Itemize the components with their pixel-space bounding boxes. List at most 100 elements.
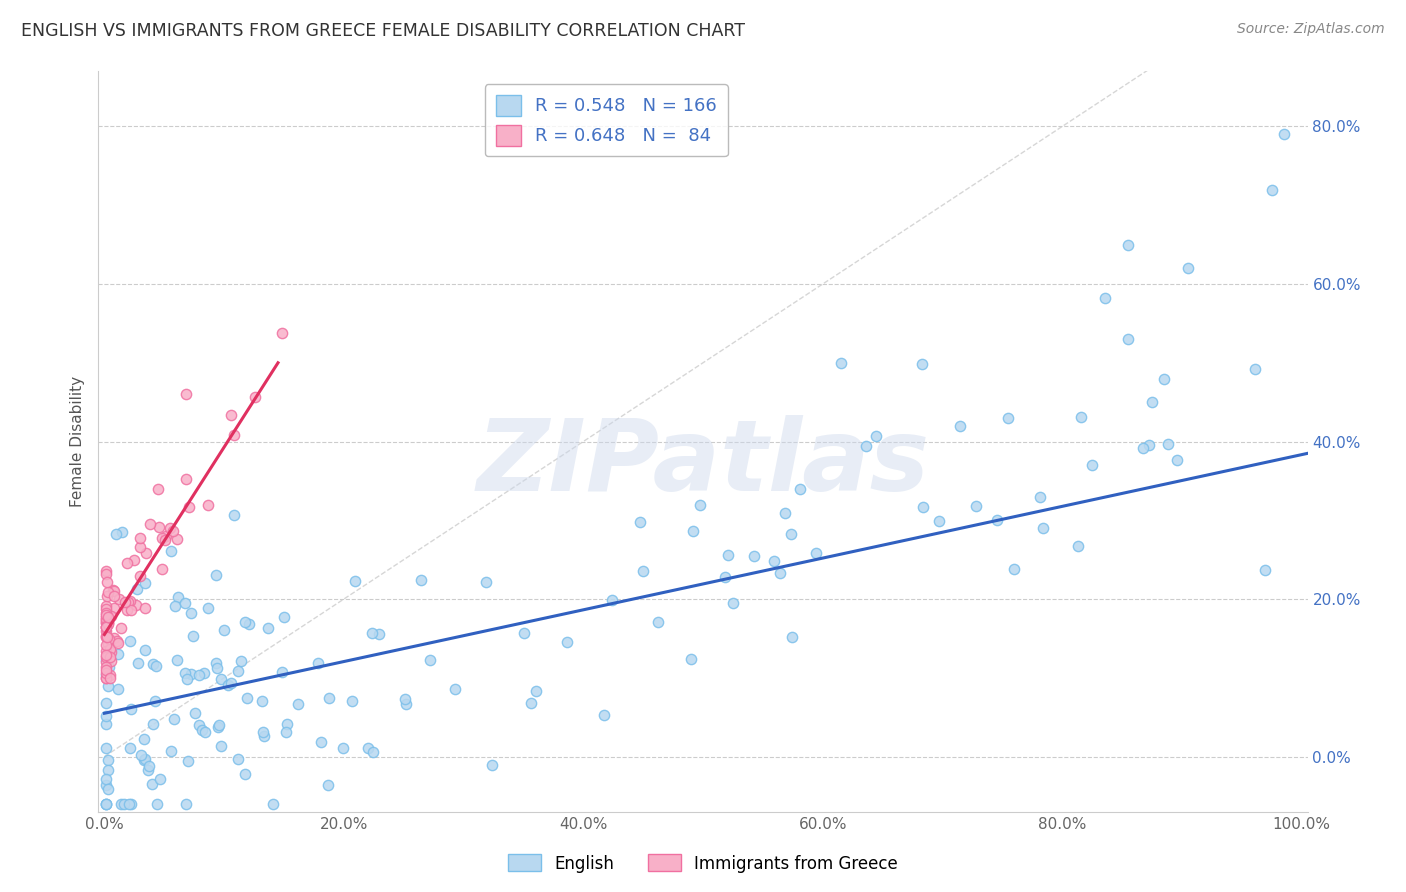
Point <box>217 677 239 691</box>
Point <box>555 635 578 649</box>
Point <box>96 589 118 603</box>
Point <box>97 781 120 796</box>
Point <box>129 747 152 762</box>
Point <box>1166 453 1188 467</box>
Point <box>94 612 117 626</box>
Point <box>103 582 125 597</box>
Text: Source: ZipAtlas.com: Source: ZipAtlas.com <box>1237 22 1385 37</box>
Point <box>100 645 122 659</box>
Point <box>233 615 256 630</box>
Point <box>763 554 786 568</box>
Point <box>208 718 231 732</box>
Point <box>1116 237 1139 252</box>
Point <box>252 725 274 739</box>
Point <box>191 723 214 738</box>
Point <box>149 772 172 786</box>
Point <box>475 574 498 589</box>
Point <box>928 514 950 528</box>
Point <box>679 652 702 666</box>
Point <box>394 691 416 706</box>
Point <box>94 653 117 667</box>
Point <box>94 671 117 685</box>
Point <box>96 772 118 786</box>
Point <box>150 531 173 545</box>
Point <box>1140 395 1163 409</box>
Point <box>682 524 704 538</box>
Point <box>631 564 654 578</box>
Point <box>519 697 541 711</box>
Point <box>125 582 148 596</box>
Point <box>367 627 389 641</box>
Point <box>142 657 165 671</box>
Point <box>243 390 266 404</box>
Point <box>167 590 190 604</box>
Point <box>108 592 131 607</box>
Point <box>97 763 120 777</box>
Point <box>253 729 276 743</box>
Point <box>94 610 117 624</box>
Point <box>1132 442 1154 456</box>
Point <box>224 508 246 523</box>
Point <box>96 618 118 632</box>
Legend: R = 0.548   N = 166, R = 0.648   N =  84: R = 0.548 N = 166, R = 0.648 N = 84 <box>485 84 728 156</box>
Point <box>105 633 128 648</box>
Point <box>134 643 156 657</box>
Point <box>287 698 309 712</box>
Point <box>628 515 651 529</box>
Point <box>257 621 280 635</box>
Point <box>273 610 295 624</box>
Point <box>110 621 132 635</box>
Point <box>94 709 117 723</box>
Point <box>593 708 616 723</box>
Point <box>94 564 117 578</box>
Point <box>141 777 163 791</box>
Point <box>197 498 219 512</box>
Point <box>162 524 184 538</box>
Point <box>174 797 197 811</box>
Point <box>1094 292 1116 306</box>
Point <box>94 797 117 811</box>
Point <box>965 499 987 513</box>
Point <box>207 720 229 734</box>
Point <box>233 767 256 781</box>
Point <box>444 681 467 696</box>
Point <box>107 636 129 650</box>
Point <box>309 734 332 748</box>
Point <box>1153 371 1175 385</box>
Point <box>100 654 122 668</box>
Point <box>94 606 117 620</box>
Point <box>176 472 198 486</box>
Point <box>122 552 145 566</box>
Point <box>94 650 117 665</box>
Point <box>197 601 219 615</box>
Point <box>94 613 117 627</box>
Point <box>1002 562 1025 576</box>
Point <box>855 439 877 453</box>
Point <box>103 600 125 615</box>
Point <box>128 569 150 583</box>
Point <box>193 665 215 680</box>
Point <box>1254 564 1277 578</box>
Point <box>100 671 122 685</box>
Point <box>742 549 765 563</box>
Point <box>1260 182 1282 196</box>
Point <box>120 603 142 617</box>
Point <box>221 676 243 690</box>
Point <box>103 631 125 645</box>
Point <box>138 758 160 772</box>
Point <box>117 556 139 570</box>
Point <box>830 356 852 370</box>
Point <box>97 615 120 630</box>
Point <box>148 520 170 534</box>
Point <box>419 653 441 667</box>
Point <box>949 418 972 433</box>
Point <box>120 797 142 811</box>
Point <box>209 673 232 687</box>
Point <box>97 679 120 693</box>
Point <box>263 797 285 811</box>
Point <box>155 529 177 543</box>
Point <box>94 620 117 634</box>
Point <box>318 690 340 705</box>
Point <box>160 744 183 758</box>
Point <box>524 684 547 698</box>
